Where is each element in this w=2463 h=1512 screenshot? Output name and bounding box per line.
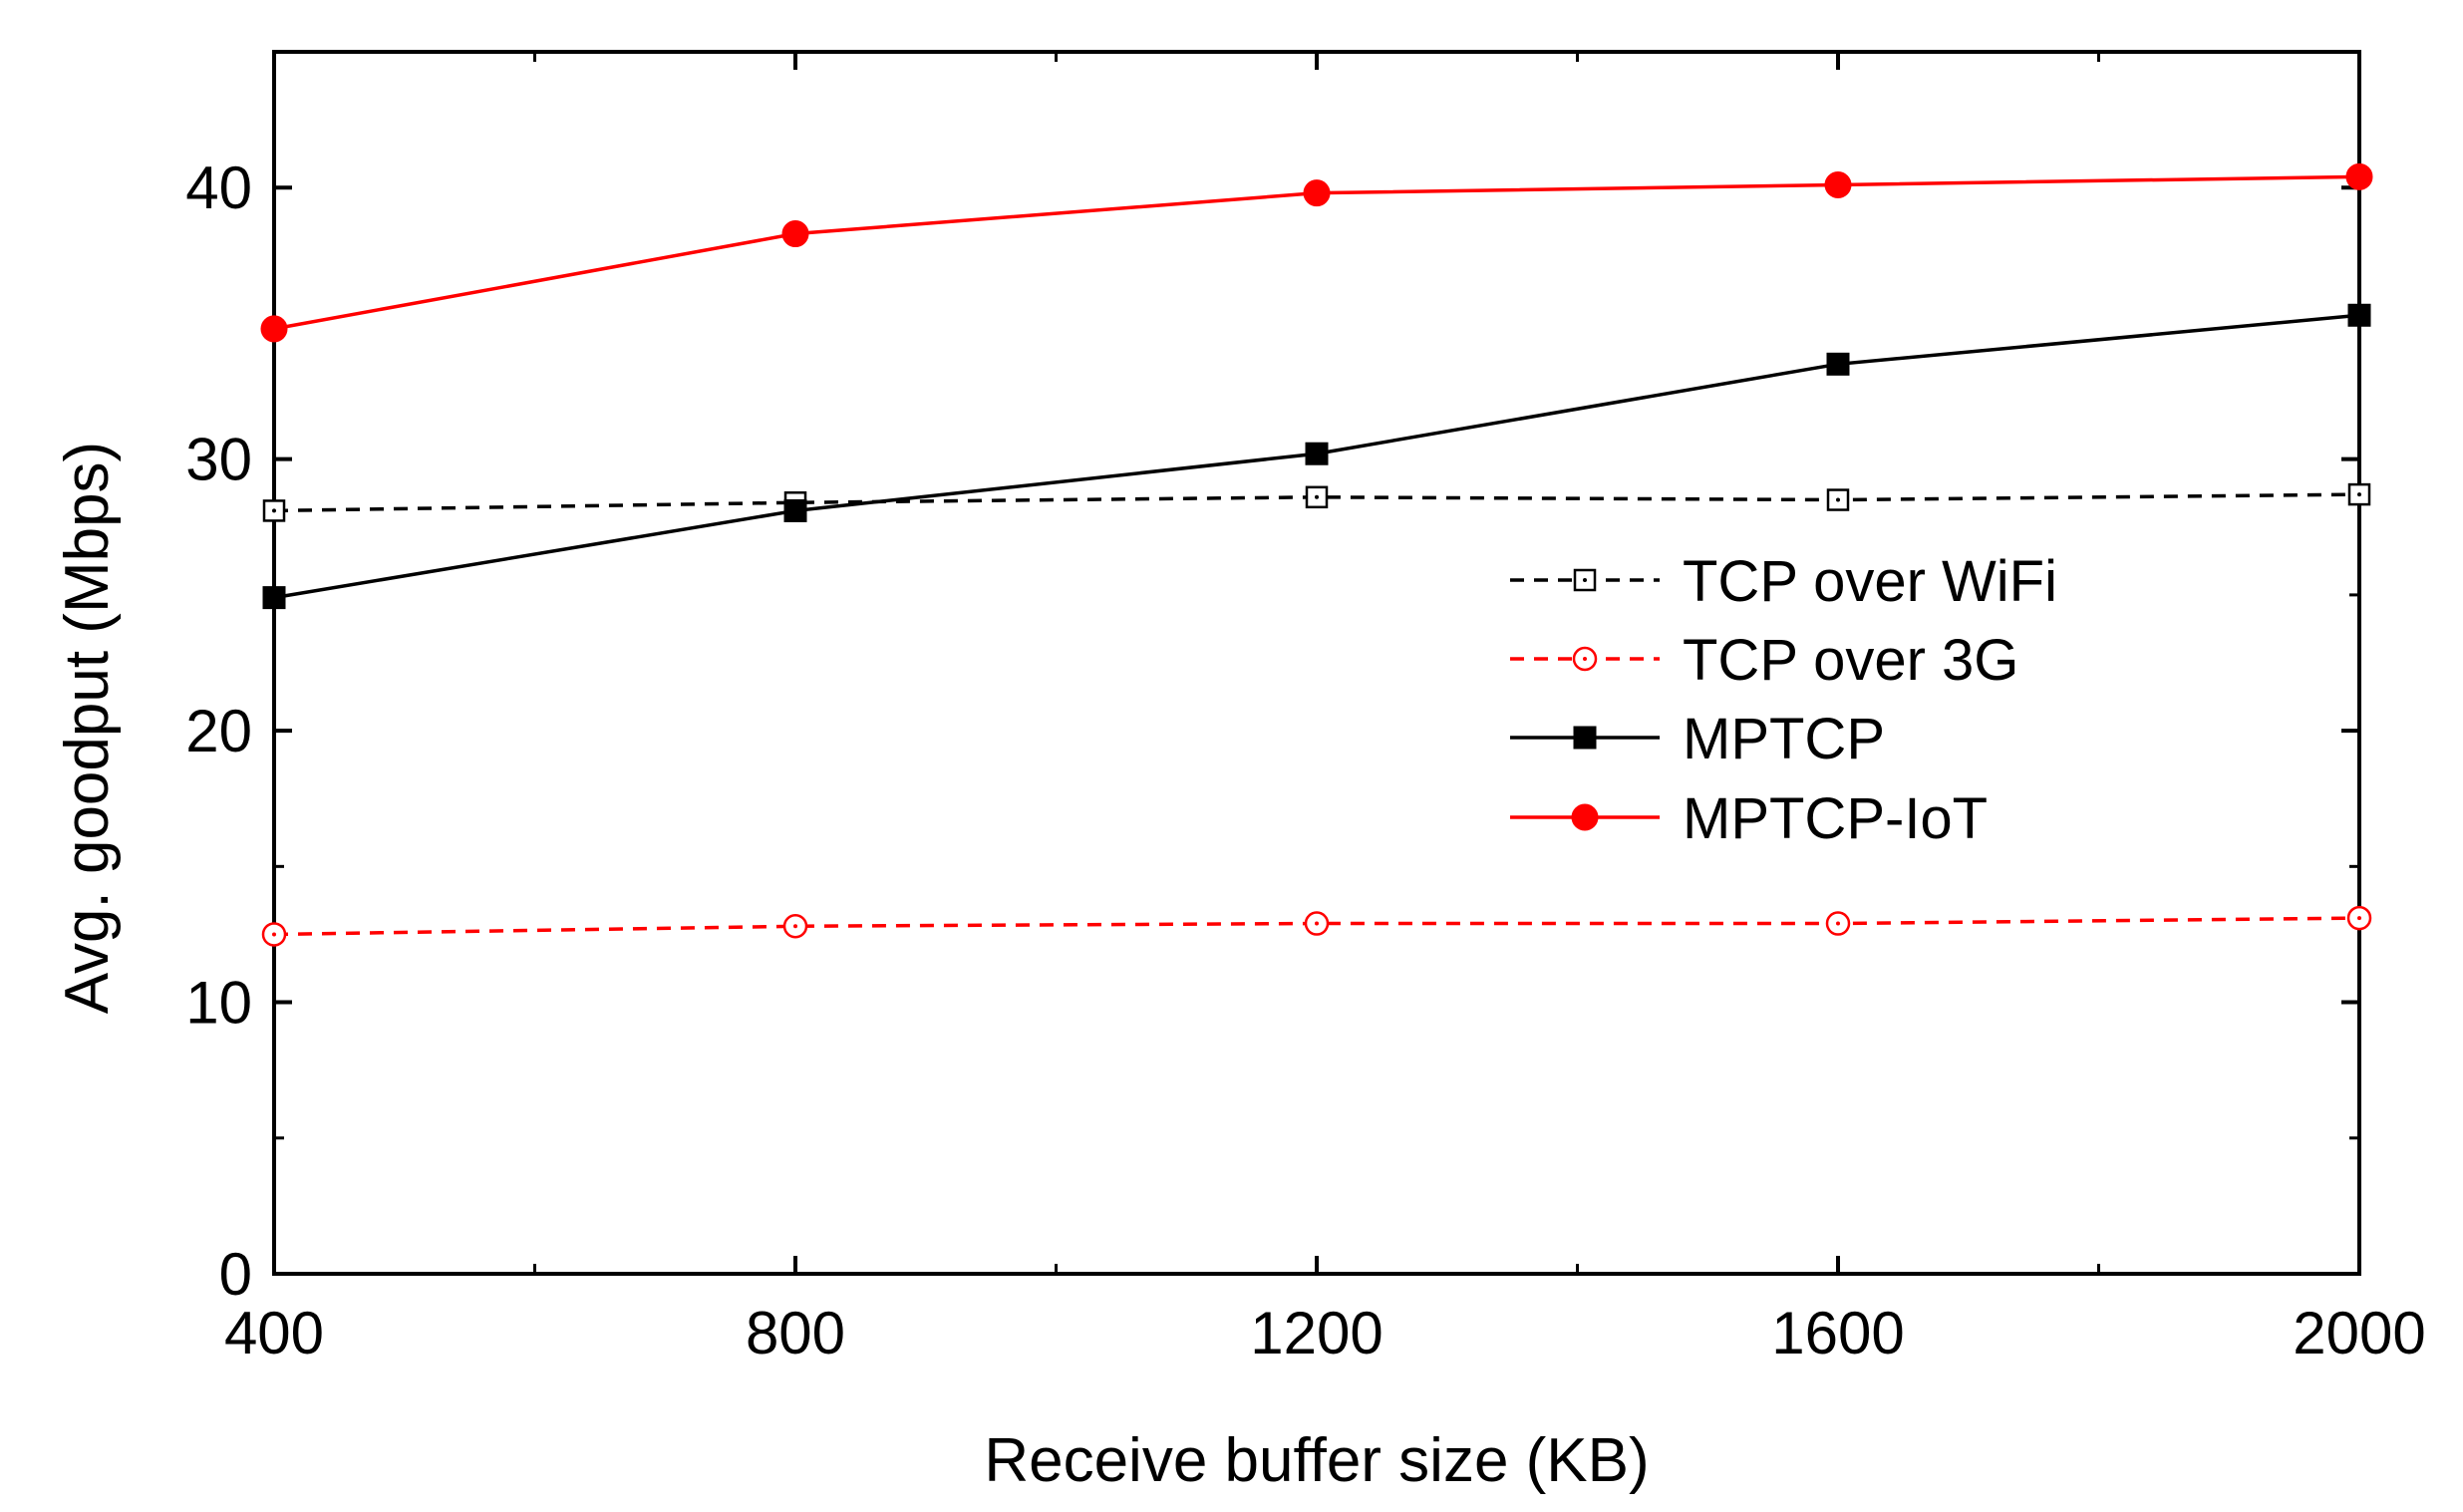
data-point bbox=[260, 315, 288, 343]
legend: TCP over WiFi TCP over 3G MPTCP MPTCP-IoT bbox=[1510, 549, 2057, 851]
data-point-dot bbox=[272, 932, 276, 937]
data-point-dot bbox=[1315, 494, 1319, 499]
legend-label: MPTCP bbox=[1683, 707, 1885, 771]
legend-label: TCP over 3G bbox=[1683, 628, 2018, 693]
legend-item: MPTCP-IoT bbox=[1510, 786, 1988, 851]
data-point-dot bbox=[1836, 497, 1840, 502]
data-point bbox=[783, 498, 807, 522]
data-point bbox=[1826, 352, 1850, 376]
series-tcp-over-wifi bbox=[262, 482, 2371, 522]
y-tick-label: 0 bbox=[219, 1241, 252, 1308]
y-tick-label: 40 bbox=[185, 154, 252, 221]
plot-frame bbox=[272, 50, 2361, 1276]
x-axis: 400 800 1200 1600 2000 bbox=[224, 52, 2426, 1366]
x-axis-title: Receive buffer size (KB) bbox=[984, 1426, 1649, 1495]
legend-swatch-marker-dot bbox=[1583, 578, 1587, 582]
data-point-dot bbox=[2357, 492, 2361, 497]
series-mptcp bbox=[262, 303, 2371, 610]
data-point-dot bbox=[793, 924, 797, 929]
data-point bbox=[1824, 170, 1852, 198]
x-tick-label: 2000 bbox=[2293, 1300, 2425, 1366]
y-axis: 0 10 20 30 40 bbox=[185, 154, 2359, 1308]
data-point-dot bbox=[1836, 921, 1840, 926]
legend-swatch-marker-dot bbox=[1583, 657, 1587, 661]
data-point-dot bbox=[2357, 916, 2361, 921]
legend-item: TCP over 3G bbox=[1510, 628, 2018, 693]
series-layer bbox=[260, 162, 2373, 947]
x-tick-label: 1600 bbox=[1771, 1300, 1904, 1366]
legend-item: MPTCP bbox=[1510, 707, 1885, 771]
data-point bbox=[262, 586, 286, 610]
x-tick-label: 1200 bbox=[1250, 1300, 1383, 1366]
legend-label: TCP over WiFi bbox=[1683, 549, 2057, 614]
legend-label: MPTCP-IoT bbox=[1683, 786, 1988, 851]
series-line bbox=[273, 492, 2360, 513]
y-axis-title: Avg. goodput (Mbps) bbox=[53, 442, 122, 1014]
y-tick-label: 30 bbox=[185, 427, 252, 493]
series-mptcp-iot bbox=[260, 162, 2373, 343]
legend-swatch-marker bbox=[1573, 726, 1597, 750]
data-point bbox=[1303, 179, 1331, 207]
series-tcp-over-3g bbox=[261, 905, 2372, 947]
series-line bbox=[273, 916, 2360, 937]
data-point bbox=[2345, 162, 2373, 190]
data-point-dot bbox=[1315, 921, 1319, 926]
x-tick-label: 400 bbox=[224, 1300, 324, 1366]
data-point bbox=[2347, 303, 2371, 327]
legend-swatch-marker bbox=[1571, 803, 1599, 831]
y-tick-label: 10 bbox=[185, 970, 252, 1037]
data-point-dot bbox=[272, 508, 276, 513]
data-point bbox=[781, 220, 809, 248]
legend-item: TCP over WiFi bbox=[1510, 549, 2057, 614]
data-point bbox=[1305, 442, 1329, 465]
y-tick-label: 20 bbox=[185, 698, 252, 764]
x-tick-label: 800 bbox=[746, 1300, 845, 1366]
